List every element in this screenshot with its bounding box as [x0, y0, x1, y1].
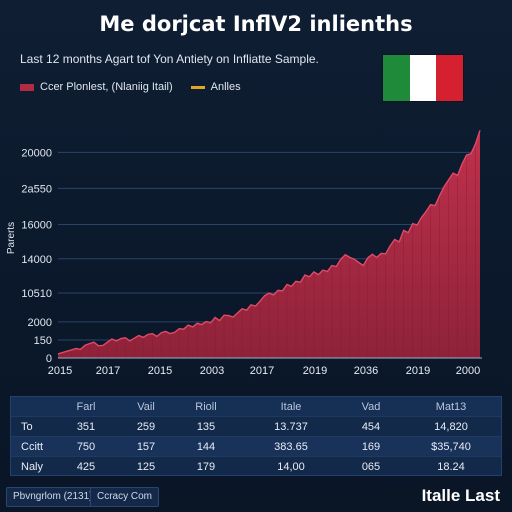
- x-tick-label: 2017: [250, 365, 274, 377]
- table-cell: 144: [196, 440, 216, 453]
- chart-title: Me dorjcat InflV2 inlienths: [99, 12, 413, 36]
- x-tick-label: 2019: [303, 365, 327, 377]
- x-tick-label: 2015: [148, 365, 172, 377]
- x-tick-label: 2015: [48, 365, 72, 377]
- flag-white-band: [409, 55, 437, 101]
- x-tick-label: 2017: [96, 365, 120, 377]
- y-tick-label: 20000: [21, 147, 52, 159]
- table-header: Farl Vail Rioll Itale Vad Mat13: [11, 397, 501, 417]
- legend-label-primary: Ccer Plonlest, (Nlaniig Itail): [40, 81, 173, 93]
- table-row: Ccitt 750 157 144 383.65 169 $35,740: [11, 437, 501, 457]
- flag-red-band: [436, 55, 464, 101]
- y-tick-label: 10510: [21, 288, 52, 300]
- table-cell: 750: [76, 440, 96, 453]
- y-tick-label: 2a550: [21, 183, 52, 195]
- y-tick-label: 0: [46, 353, 52, 365]
- legend-item-primary[interactable]: Ccer Plonlest, (Nlaniig Itail): [20, 81, 173, 93]
- y-axis-label: Parerts: [6, 222, 17, 254]
- x-tick-label: 2000: [456, 365, 480, 377]
- table-cell: $35,740: [431, 440, 471, 453]
- flag-green-band: [383, 55, 410, 101]
- x-tick-label: 2019: [406, 365, 430, 377]
- data-table: Farl Vail Rioll Itale Vad Mat13 To 351 259 135 13.…: [10, 396, 502, 476]
- table-header-cell: Vad: [361, 400, 381, 413]
- table-header-cell: Itale: [280, 400, 302, 413]
- table-cell: 14,820: [434, 420, 468, 433]
- table-cell: 14,00: [277, 461, 305, 473]
- table-cell: 18.24: [437, 461, 465, 473]
- y-tick-label: 14000: [21, 254, 52, 266]
- table-cell: 259: [136, 420, 156, 433]
- table-cell: 135: [196, 420, 216, 433]
- table-cell: Naly: [21, 461, 44, 473]
- table-cell: 065: [361, 461, 381, 473]
- table-header-cell: Rioll: [195, 400, 217, 413]
- table-header-cell: Vail: [137, 400, 155, 413]
- table-cell: 169: [361, 440, 381, 453]
- table-cell: 454: [361, 420, 381, 433]
- brand-logo-text: Italle Last: [421, 486, 500, 505]
- table-cell: To: [21, 420, 33, 433]
- table-cell: 157: [136, 440, 156, 453]
- y-tick-label: 150: [34, 335, 52, 347]
- table-header-cell: Farl: [76, 400, 96, 413]
- y-tick-label: 2000: [28, 317, 52, 329]
- table-cell: 125: [136, 461, 156, 473]
- x-tick-label: 2003: [200, 365, 224, 377]
- footer-button-secondary[interactable]: Ccracy Com: [90, 487, 160, 507]
- table-header-cell: Mat13: [435, 400, 467, 413]
- series-line-primary: [57, 130, 481, 355]
- area-chart: 0 150 2000 10510 14000 16000 2a550 20000 2015 20…: [6, 130, 482, 377]
- table-row: Naly 425 125 179 14,00 065 18.24: [11, 457, 501, 477]
- chart-legend: Ccer Plonlest, (Nlaniig Itail) Anlles: [20, 81, 241, 93]
- legend-label-secondary: Anlles: [210, 81, 241, 93]
- table-cell: 179: [196, 461, 216, 473]
- legend-swatch-primary: [20, 83, 34, 91]
- footer-button-primary[interactable]: Pbvngrlom (2131): [6, 487, 100, 507]
- table-cell: 383.65: [274, 440, 308, 453]
- italy-flag-icon: [382, 54, 464, 102]
- y-tick-label: 16000: [21, 220, 52, 232]
- legend-swatch-secondary: [190, 85, 205, 89]
- table-cell: 425: [76, 461, 96, 473]
- table-row: To 351 259 135 13.737 454 14,820: [11, 417, 501, 437]
- table-cell: Ccitt: [21, 440, 43, 453]
- series-area-primary: [58, 130, 480, 358]
- table-cell: 351: [76, 420, 96, 433]
- legend-item-secondary[interactable]: Anlles: [190, 81, 241, 93]
- table-cell: 13.737: [274, 420, 308, 433]
- chart-subtitle: Last 12 months Agart tof Yon Antiety on …: [20, 52, 319, 66]
- footer-bar: Pbvngrlom (2131) Ccracy Com Italle Last: [0, 482, 512, 512]
- x-tick-label: 2036: [354, 365, 378, 377]
